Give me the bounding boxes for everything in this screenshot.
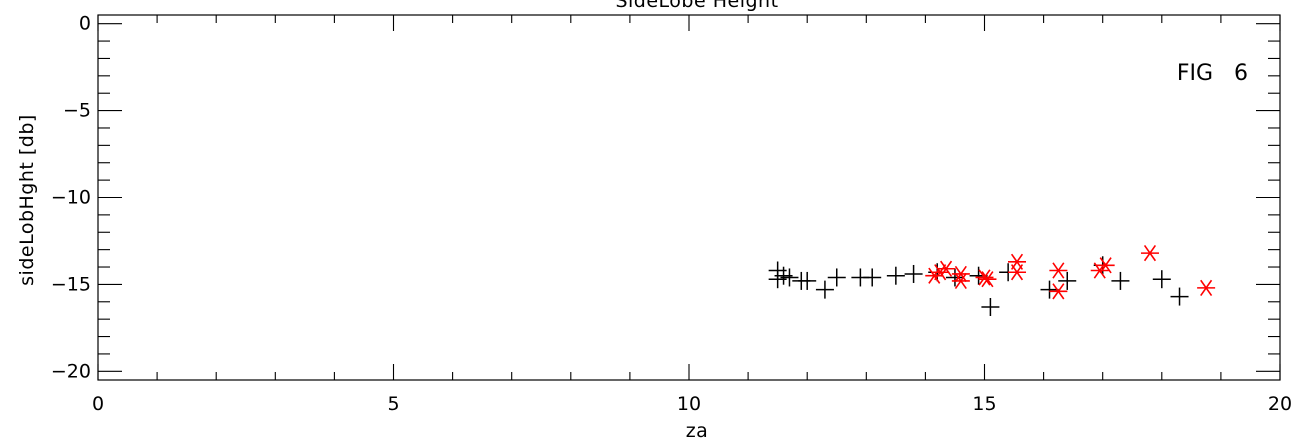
plus-marker	[945, 268, 964, 287]
data-markers	[768, 245, 1216, 316]
marker-stroke	[1143, 245, 1157, 262]
x-tick-label: 0	[92, 393, 104, 415]
marker-stroke	[981, 271, 994, 288]
asterisk-marker	[931, 264, 950, 281]
asterisk-marker	[978, 271, 997, 288]
marker-stroke	[1052, 262, 1065, 279]
plus-marker	[886, 266, 905, 285]
asterisk-marker	[1049, 262, 1068, 279]
figure-annotation: FIG 6	[1177, 61, 1248, 86]
chart-title: SideLobe Height	[615, 0, 778, 12]
plus-marker	[863, 268, 882, 287]
plus-marker	[1058, 271, 1077, 290]
marker-stroke	[934, 264, 947, 281]
x-axis-label: za	[686, 420, 709, 442]
asterisk-marker	[1140, 245, 1159, 262]
asterisk-marker	[1096, 257, 1115, 274]
asterisk-marker	[1008, 264, 1027, 281]
y-tick-label: −15	[51, 273, 91, 295]
x-tick-label: 5	[387, 393, 399, 415]
y-axis-label: sideLobHght [db]	[16, 114, 38, 286]
plus-marker	[798, 271, 817, 290]
marker-stroke	[940, 260, 953, 277]
x-tick-label: 10	[677, 393, 701, 415]
plot-axes: 0 5 10 15 20 0 −5 −10 −15 −20	[51, 13, 1292, 415]
marker-stroke	[1099, 257, 1112, 274]
plus-marker	[1170, 287, 1189, 306]
plot-frame	[97, 14, 1281, 381]
asterisk-marker	[1008, 253, 1027, 270]
asterisk-marker	[975, 269, 994, 286]
plus-marker	[981, 298, 1000, 316]
y-tick-label: 0	[79, 13, 91, 35]
y-tick-label: −20	[51, 360, 91, 382]
y-tick-label: −10	[51, 187, 91, 209]
asterisk-marker	[1049, 283, 1068, 300]
plus-marker	[1152, 270, 1171, 289]
plus-marker	[1111, 271, 1130, 290]
plus-marker	[827, 268, 846, 287]
asterisk-marker	[1197, 279, 1216, 296]
asterisk-marker	[951, 272, 970, 290]
plus-marker	[1040, 280, 1059, 299]
plus-marker	[780, 268, 799, 287]
marker-stroke	[978, 269, 991, 286]
marker-stroke	[1200, 279, 1213, 296]
marker-stroke	[1052, 283, 1065, 300]
marker-stroke	[928, 267, 941, 284]
asterisk-marker	[951, 265, 970, 283]
x-tick-label: 20	[1268, 393, 1292, 415]
x-tick-label: 15	[972, 393, 996, 415]
marker-stroke	[954, 272, 967, 290]
marker-stroke	[1010, 253, 1024, 270]
plus-marker	[815, 280, 834, 299]
y-tick-label: −5	[63, 100, 91, 122]
marker-stroke	[954, 265, 967, 283]
asterisk-marker	[937, 260, 956, 277]
plus-marker	[904, 264, 923, 283]
